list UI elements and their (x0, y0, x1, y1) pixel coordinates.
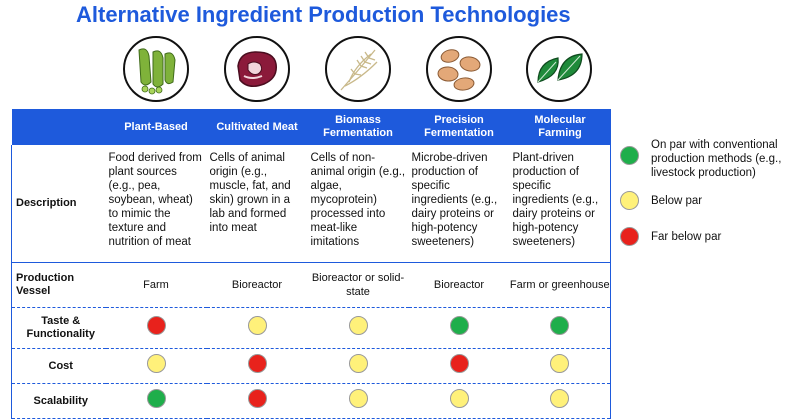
rating-cell (509, 307, 611, 349)
legend-dot-yellow (620, 191, 639, 210)
rating-dot (449, 354, 469, 373)
description-cell: Plant-driven production of specific ingr… (509, 145, 611, 263)
description-cell: Cells of animal origin (e.g., muscle, fa… (209, 152, 291, 234)
rating-dot (449, 316, 469, 335)
description-cell: Cells of non-animal origin (e.g., algae,… (310, 152, 406, 248)
rating-dot (550, 316, 570, 335)
taste-functionality-row: Taste & Functionality (11, 307, 611, 349)
description-cell: Microbe-driven production of specific in… (411, 152, 498, 248)
rating-dot (348, 354, 368, 373)
rating-dot (146, 389, 166, 408)
scalability-row: Scalability (11, 383, 611, 419)
comparison-table: Plant-Based Cultivated Meat Biomass Ferm… (11, 109, 611, 419)
rating-dot (247, 354, 267, 373)
row-label-scalability: Scalability (11, 383, 106, 419)
rating-cell (509, 383, 611, 419)
legend-text: On par with conventional production meth… (651, 139, 782, 179)
rating-dot (146, 316, 166, 335)
header-row: Plant-Based Cultivated Meat Biomass Ferm… (11, 109, 611, 145)
peas-icon (123, 36, 189, 102)
wheat-icon (325, 36, 391, 102)
rating-cell (106, 308, 207, 349)
legend-dot-red (620, 227, 639, 246)
rating-dot (348, 316, 368, 335)
rating-dot (550, 354, 570, 373)
col-header-plant-based: Plant-Based (105, 109, 207, 145)
legend-text: Below par (651, 195, 703, 207)
col-header-cultivated-meat: Cultivated Meat (206, 109, 308, 145)
rating-dot (247, 389, 267, 408)
rating-dot (247, 316, 267, 335)
vessel-cell: Farm (143, 279, 169, 291)
row-label-production-vessel: Production Vessel (11, 262, 106, 308)
col-header-biomass-fermentation: Biomass Fermentation (307, 109, 409, 145)
vessel-cell: Farm or greenhouse (509, 262, 611, 308)
cost-row: Cost (11, 348, 611, 384)
production-vessel-row: Production Vessel Farm Bioreactor Biorea… (11, 262, 611, 308)
row-label-cost: Cost (11, 348, 106, 384)
corner-cell (11, 109, 106, 145)
legend-dot-green (620, 146, 639, 165)
potatoes-icon (426, 36, 492, 102)
rating-cell (308, 384, 409, 419)
col-header-precision-fermentation: Precision Fermentation (408, 109, 510, 145)
row-label-taste-functionality: Taste & Functionality (11, 307, 106, 349)
rating-dot (449, 389, 469, 408)
description-row: Description Food derived from plant sour… (11, 145, 611, 263)
rating-cell (106, 384, 207, 419)
steak-icon (224, 36, 290, 102)
rating-cell (308, 349, 409, 384)
rating-cell (409, 308, 510, 349)
description-cell: Food derived from plant sources (e.g., p… (108, 152, 202, 248)
leaves-icon (526, 36, 592, 102)
rating-dot (348, 389, 368, 408)
page-title: Alternative Ingredient Production Techno… (76, 2, 571, 27)
rating-cell (207, 308, 308, 349)
rating-cell (207, 349, 308, 384)
vessel-cell: Bioreactor or solid-state (311, 272, 405, 298)
col-header-molecular-farming: Molecular Farming (509, 109, 611, 145)
rating-cell (207, 384, 308, 419)
rating-dot (146, 354, 166, 373)
row-label-description: Description (11, 145, 106, 263)
legend-text: Far below par (651, 231, 722, 243)
rating-cell (409, 349, 510, 384)
rating-cell (106, 349, 207, 384)
rating-dot (550, 389, 570, 408)
vessel-cell: Bioreactor (231, 279, 283, 291)
vessel-cell: Bioreactor (433, 279, 485, 291)
rating-cell (509, 348, 611, 384)
rating-cell (308, 308, 409, 349)
rating-cell (409, 384, 510, 419)
